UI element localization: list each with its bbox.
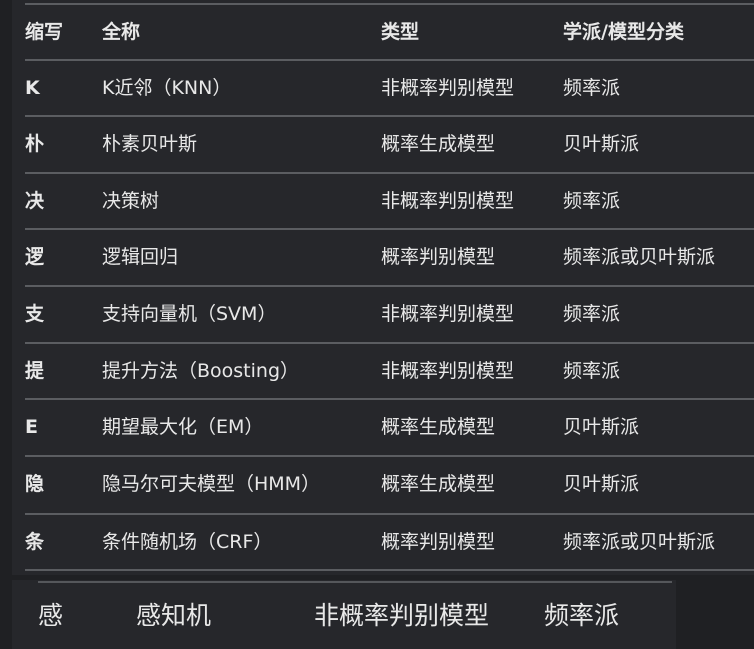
type-cell: 概率判别模型 bbox=[381, 246, 496, 268]
fullname-cell: 提升方法（Boosting） bbox=[102, 360, 300, 382]
table-row[interactable]: 条 条件随机场（CRF） 概率判别模型 频率派或贝叶斯派 bbox=[25, 513, 754, 572]
header-fullname: 全称 bbox=[102, 21, 141, 43]
model-table: 缩写 全称 类型 学派/模型分类 K K近邻（KNN） 非概率判别模型 频率派朴朴素贝… bbox=[12, 0, 754, 575]
abbr-cell: K bbox=[25, 77, 40, 99]
abbr-cell: E bbox=[25, 416, 38, 438]
type-cell: 非概率判别模型 bbox=[381, 77, 515, 99]
school-cell: 频率派 bbox=[563, 303, 621, 325]
table-row[interactable]: 隐 隐马尔可夫模型（HMM） 概率生成模型 贝叶斯派 bbox=[25, 455, 754, 514]
dragged-row-panel[interactable]: 感 感知机 非概率判别模型 频率派 bbox=[12, 580, 676, 649]
fullname-cell: 感知机 bbox=[136, 601, 212, 630]
table-row[interactable]: 提 提升方法（Boosting） 非概率判别模型 频率派 bbox=[25, 342, 754, 401]
school-cell: 贝叶斯派 bbox=[563, 133, 640, 155]
school-cell: 频率派或贝叶斯派 bbox=[563, 246, 716, 268]
school-cell: 频率派 bbox=[563, 77, 621, 99]
table-row[interactable]: K K近邻（KNN） 非概率判别模型 频率派 bbox=[25, 59, 754, 118]
abbr-cell: 隐 bbox=[25, 473, 45, 495]
header-abbr: 缩写 bbox=[25, 21, 64, 43]
fullname-cell: 逻辑回归 bbox=[102, 246, 179, 268]
fullname-cell: 隐马尔可夫模型（HMM） bbox=[102, 473, 321, 495]
fullname-cell: K近邻（KNN） bbox=[102, 77, 232, 99]
header-type: 类型 bbox=[381, 21, 420, 43]
table-row[interactable]: 支 支持向量机（SVM） 非概率判别模型 频率派 bbox=[25, 285, 754, 344]
abbr-cell: 逻 bbox=[25, 246, 45, 268]
table-row[interactable]: 朴 朴素贝叶斯 概率生成模型 贝叶斯派 bbox=[25, 115, 754, 174]
abbr-cell: 支 bbox=[25, 303, 45, 325]
type-cell: 概率生成模型 bbox=[381, 416, 496, 438]
table-row[interactable]: 决 决策树 非概率判别模型 频率派 bbox=[25, 172, 754, 231]
abbr-cell: 感 bbox=[38, 601, 64, 630]
abbr-cell: 提 bbox=[25, 360, 45, 382]
table-bottom-border bbox=[25, 569, 754, 571]
type-cell: 非概率判别模型 bbox=[314, 601, 490, 630]
abbr-cell: 决 bbox=[25, 190, 45, 212]
fullname-cell: 支持向量机（SVM） bbox=[102, 303, 277, 325]
fullname-cell: 条件随机场（CRF） bbox=[102, 531, 273, 553]
abbr-cell: 朴 bbox=[25, 133, 45, 155]
school-cell: 贝叶斯派 bbox=[563, 473, 640, 495]
type-cell: 概率生成模型 bbox=[381, 473, 496, 495]
abbr-cell: 条 bbox=[25, 531, 45, 553]
type-cell: 非概率判别模型 bbox=[381, 190, 515, 212]
fullname-cell: 期望最大化（EM） bbox=[102, 416, 264, 438]
school-cell: 频率派 bbox=[563, 360, 621, 382]
type-cell: 概率生成模型 bbox=[381, 133, 496, 155]
fullname-cell: 决策树 bbox=[102, 190, 160, 212]
table-row[interactable]: 逻 逻辑回归 概率判别模型 频率派或贝叶斯派 bbox=[25, 228, 754, 287]
type-cell: 非概率判别模型 bbox=[381, 303, 515, 325]
fullname-cell: 朴素贝叶斯 bbox=[102, 133, 198, 155]
school-cell: 频率派或贝叶斯派 bbox=[563, 531, 716, 553]
school-cell: 贝叶斯派 bbox=[563, 416, 640, 438]
type-cell: 概率判别模型 bbox=[381, 531, 496, 553]
table-header-row: 缩写 全称 类型 学派/模型分类 bbox=[25, 3, 754, 62]
header-school: 学派/模型分类 bbox=[563, 21, 684, 43]
school-cell: 频率派 bbox=[544, 601, 620, 630]
table-row[interactable]: E 期望最大化（EM） 概率生成模型 贝叶斯派 bbox=[25, 398, 754, 457]
school-cell: 频率派 bbox=[563, 190, 621, 212]
panel-divider bbox=[38, 581, 672, 583]
type-cell: 非概率判别模型 bbox=[381, 360, 515, 382]
